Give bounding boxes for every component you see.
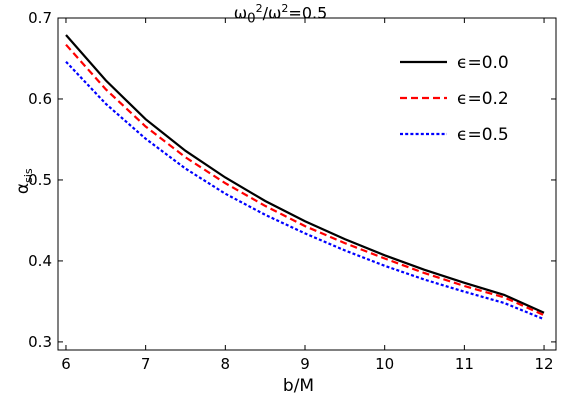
y-tick-label: 0.7	[28, 9, 52, 27]
series-group	[65, 34, 545, 321]
x-tick-label: 6	[61, 355, 71, 373]
x-tick-label: 9	[300, 355, 310, 373]
legend-label-0: ϵ=0.0	[457, 53, 509, 73]
x-axis-label: b/M	[282, 376, 315, 396]
y-tick-label: 0.6	[28, 90, 52, 108]
series-line-2	[65, 60, 545, 321]
axes: 6 7 8 9 10 11 12 0.3 0.4 0.5 0.6 0.7	[28, 9, 557, 373]
plot-frame	[57, 17, 557, 351]
legend-label-1: ϵ=0.2	[457, 89, 509, 109]
series-line-0	[65, 34, 545, 314]
series-line-1	[65, 43, 545, 317]
y-axis-label: αsis	[12, 168, 36, 195]
x-tick-label: 10	[375, 355, 394, 373]
x-tick-label: 12	[535, 355, 554, 373]
legend-label-2: ϵ=0.5	[457, 125, 509, 145]
y-tick-label: 0.5	[28, 171, 52, 189]
y-tick-label: 0.4	[28, 252, 52, 270]
x-tick-label: 11	[455, 355, 474, 373]
x-tick-label: 8	[221, 355, 231, 373]
x-tick-label: 7	[141, 355, 151, 373]
legend: ϵ=0.0 ϵ=0.2 ϵ=0.5	[400, 53, 509, 145]
y-tick-label: 0.3	[28, 333, 52, 351]
